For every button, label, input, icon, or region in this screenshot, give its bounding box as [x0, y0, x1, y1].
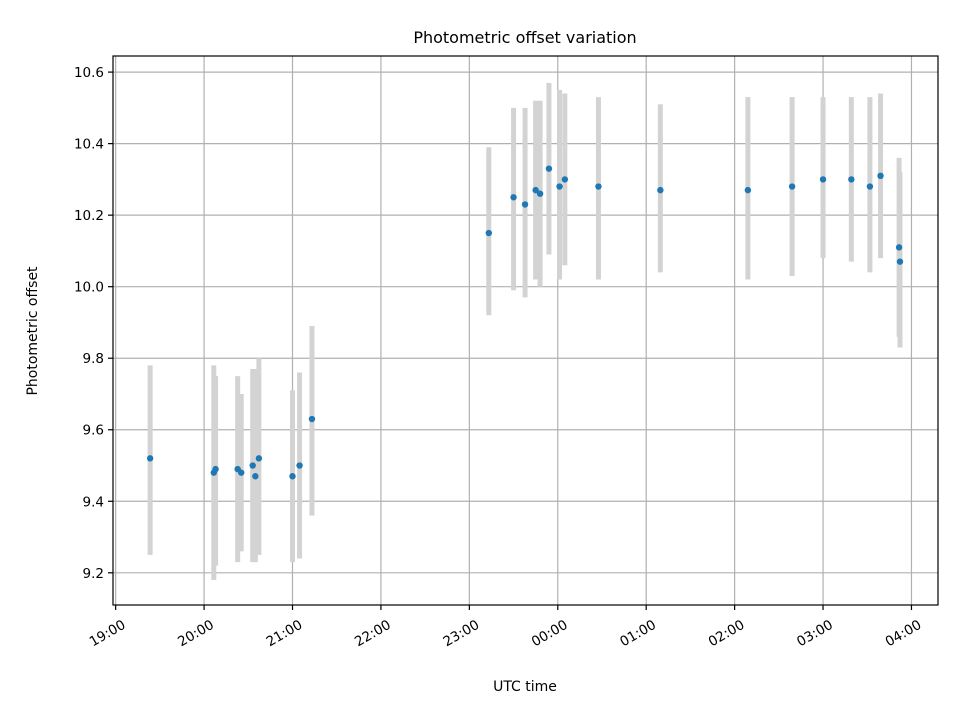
x-axis-label: UTC time — [493, 679, 557, 695]
data-point — [238, 469, 245, 476]
data-point — [561, 176, 569, 183]
data-point — [308, 415, 316, 423]
data-point — [255, 455, 263, 462]
y-tick-label: 9.4 — [83, 494, 104, 510]
y-tick-label: 10.0 — [74, 280, 104, 296]
data-point — [532, 186, 539, 194]
plot-frame — [112, 55, 939, 606]
data-point — [896, 258, 904, 265]
data-point — [212, 465, 219, 473]
data-point — [289, 473, 296, 480]
data-point — [485, 229, 493, 237]
y-tick-label: 9.6 — [83, 423, 104, 439]
y-tick-label: 9.2 — [83, 566, 104, 582]
data-point — [545, 165, 553, 172]
data-point — [866, 183, 874, 190]
data-point — [296, 462, 303, 469]
data-point — [252, 473, 259, 480]
chart-title: Photometric offset variation — [413, 28, 636, 47]
data-point — [877, 172, 884, 180]
data-point — [249, 462, 256, 469]
y-axis-ticks: 9.2 9.4 9.6 9.8 10.0 10.2 10.4 10.6 — [74, 65, 113, 582]
data-points — [146, 165, 904, 480]
data-point — [536, 190, 544, 197]
data-point — [595, 183, 602, 190]
y-tick-label: 9.8 — [83, 351, 104, 367]
y-axis-label: Photometric offset — [25, 266, 41, 396]
data-point — [556, 183, 563, 190]
data-point — [848, 176, 855, 183]
data-point — [510, 194, 517, 201]
y-tick-label: 10.4 — [74, 137, 104, 153]
data-point — [146, 455, 154, 462]
data-point — [744, 186, 752, 194]
data-point — [819, 176, 827, 183]
data-point — [895, 244, 903, 251]
y-tick-label: 10.6 — [74, 65, 104, 81]
y-tick-label: 10.2 — [74, 208, 104, 224]
data-point — [788, 183, 796, 190]
data-point — [521, 201, 529, 208]
data-point — [657, 186, 664, 194]
